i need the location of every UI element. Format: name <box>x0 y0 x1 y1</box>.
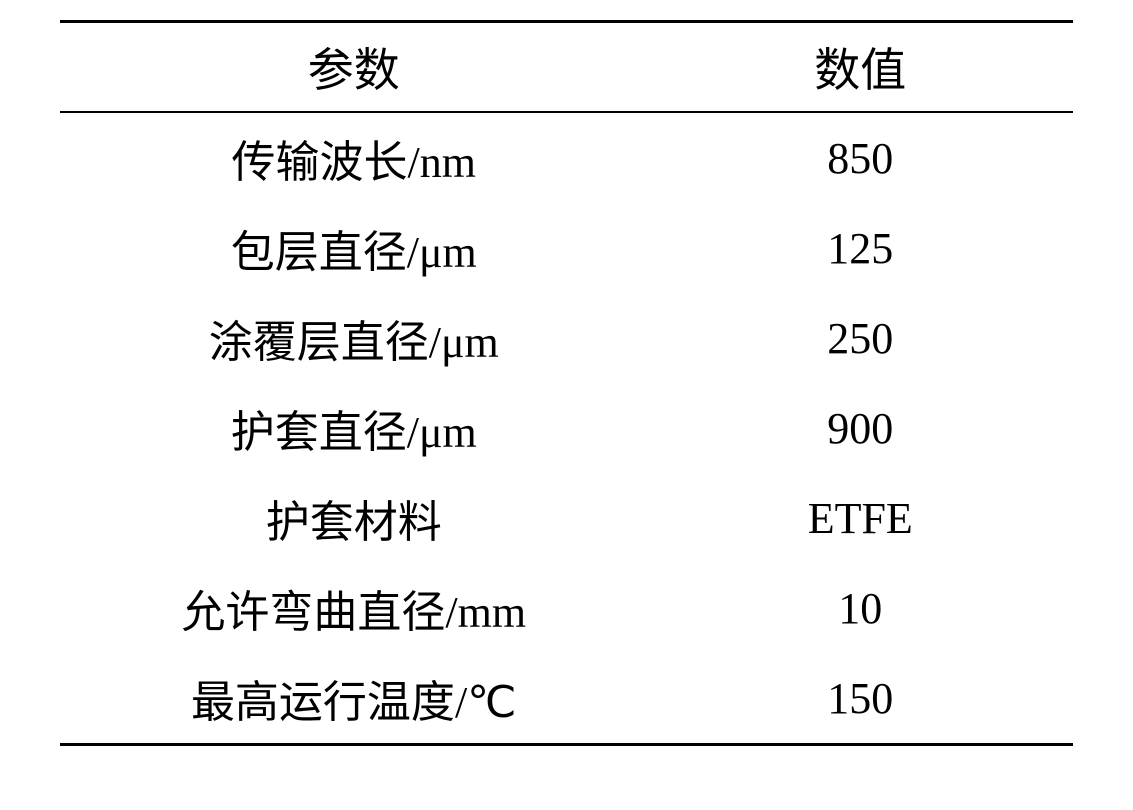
param-text: 包层直径 <box>231 228 407 277</box>
param-label: 护套直径/μm <box>60 396 648 460</box>
table-row: 传输波长/nm 850 <box>60 113 1073 203</box>
bottom-rule <box>60 743 1073 746</box>
param-value: 10 <box>648 583 1073 634</box>
param-unit: /μm <box>407 408 477 457</box>
param-label: 最高运行温度/℃ <box>60 666 648 730</box>
table-row: 最高运行温度/℃ 150 <box>60 653 1073 743</box>
param-value: 900 <box>648 403 1073 454</box>
param-label: 包层直径/μm <box>60 216 648 280</box>
param-value: ETFE <box>648 493 1073 544</box>
param-value: 250 <box>648 313 1073 364</box>
param-text: 涂覆层直径 <box>209 318 429 367</box>
param-value: 850 <box>648 133 1073 184</box>
param-text: 允许弯曲直径 <box>181 588 445 637</box>
table-row: 允许弯曲直径/mm 10 <box>60 563 1073 653</box>
param-unit: /mm <box>445 588 526 637</box>
header-param: 参数 <box>60 34 648 100</box>
table-row: 涂覆层直径/μm 250 <box>60 293 1073 383</box>
param-label: 允许弯曲直径/mm <box>60 576 648 640</box>
param-label: 涂覆层直径/μm <box>60 306 648 370</box>
table-row: 护套直径/μm 900 <box>60 383 1073 473</box>
header-value: 数值 <box>648 34 1073 100</box>
table-header-row: 参数 数值 <box>60 23 1073 111</box>
param-text: 护套直径 <box>231 408 407 457</box>
param-unit: /μm <box>429 318 499 367</box>
param-unit: /℃ <box>455 678 517 727</box>
param-unit: /μm <box>407 228 477 277</box>
param-value: 150 <box>648 673 1073 724</box>
param-text: 护套材料 <box>266 498 442 547</box>
param-text: 最高运行温度 <box>191 678 455 727</box>
param-label: 护套材料 <box>60 486 648 550</box>
param-value: 125 <box>648 223 1073 274</box>
param-unit: /nm <box>408 138 476 187</box>
table-row: 护套材料 ETFE <box>60 473 1073 563</box>
table-row: 包层直径/μm 125 <box>60 203 1073 293</box>
param-text: 传输波长 <box>232 138 408 187</box>
parameter-table: 参数 数值 传输波长/nm 850 包层直径/μm 125 涂覆层直径/μm 2… <box>0 0 1133 810</box>
param-label: 传输波长/nm <box>60 126 648 190</box>
